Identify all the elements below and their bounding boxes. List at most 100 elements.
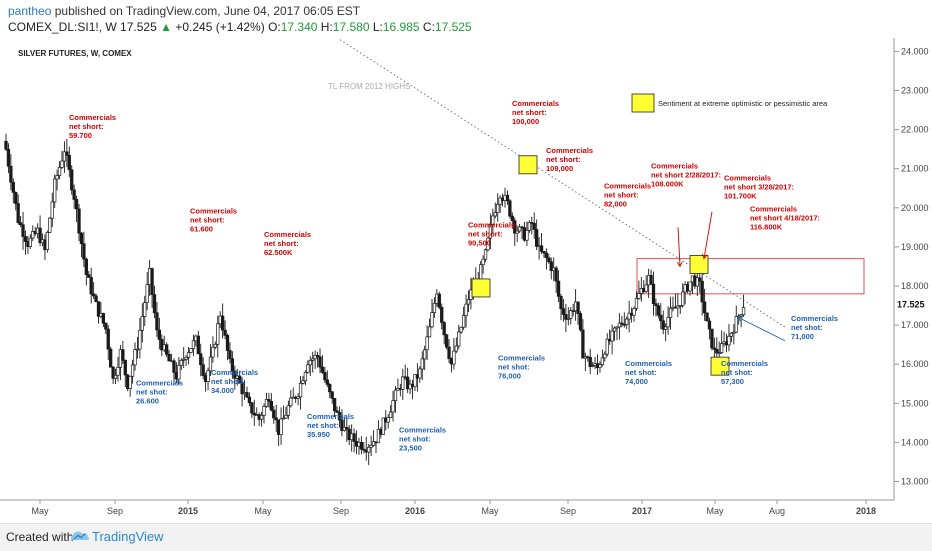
candle-down	[247, 396, 252, 404]
candle-down	[123, 360, 127, 376]
candle-down	[654, 303, 658, 307]
candle-down	[67, 155, 71, 171]
last-price-label: 17.525	[897, 300, 925, 310]
x-tick-label: 2016	[405, 506, 425, 516]
candle-down	[340, 419, 344, 431]
candle-up	[603, 353, 607, 359]
annotation-line: Commercials	[399, 426, 446, 435]
candle-down	[405, 376, 410, 390]
candle-up	[386, 417, 390, 423]
candle-down	[157, 329, 162, 340]
candle-up	[720, 343, 724, 354]
candle-down	[320, 366, 325, 373]
close-value: 17.525	[434, 20, 472, 34]
last-price-marker	[895, 297, 932, 311]
candle-up	[525, 229, 529, 241]
annotation-line: net shot:	[136, 388, 168, 397]
candle-up	[130, 364, 135, 377]
x-tick-label: May	[481, 506, 499, 516]
candle-up	[615, 326, 619, 329]
candle-up	[610, 330, 614, 342]
candle-up	[143, 302, 147, 317]
candle-up	[284, 414, 288, 419]
candle-up	[569, 310, 573, 319]
candle-up	[681, 291, 685, 306]
candle-down	[21, 224, 25, 237]
sentiment-marker	[518, 155, 538, 175]
candle-down	[318, 356, 322, 368]
x-tick-label: Aug	[769, 506, 785, 516]
candle-down	[101, 313, 106, 324]
candle-up	[264, 399, 269, 407]
candle-up	[57, 166, 62, 176]
annotation-line: net shot:	[721, 368, 753, 377]
annotation-line: Commercials	[724, 173, 771, 182]
annotation-line: Commercials	[69, 113, 116, 122]
candle-down	[513, 220, 517, 234]
chart-header: pantheo published on TradingView.com, Ju…	[0, 0, 932, 38]
candle-down	[332, 397, 337, 412]
candle-up	[279, 418, 283, 435]
symbol-line: COMEX_DL:SI1!, W 17.525 ▲ +0.245 (+1.42%…	[8, 20, 472, 34]
x-tick-label: 2015	[178, 506, 198, 516]
x-tick-label: 2017	[632, 506, 652, 516]
candle-up	[461, 315, 466, 328]
candle-down	[72, 189, 76, 200]
candle-up	[668, 307, 673, 318]
candle-down	[267, 399, 271, 402]
candle-up	[454, 345, 458, 352]
candle-up	[732, 331, 736, 334]
candle-down	[94, 295, 98, 303]
annotation-red-2: Commercials net short: 61.600	[190, 207, 237, 234]
candle-up	[496, 203, 500, 213]
candle-down	[698, 277, 702, 282]
candle-down	[549, 261, 553, 272]
up-arrow-icon: ▲	[160, 20, 172, 34]
candle-down	[252, 412, 256, 416]
candle-down	[230, 358, 235, 372]
candle-down	[547, 257, 551, 263]
candle-up	[371, 441, 376, 446]
tradingview-brand[interactable]: TradingView	[92, 529, 164, 544]
annotation-line: 82,000	[604, 199, 627, 208]
author-link[interactable]: pantheo	[8, 4, 52, 18]
candle-down	[196, 335, 200, 355]
candle-down	[106, 328, 110, 350]
candle-up	[632, 308, 636, 316]
candle-down	[121, 349, 125, 361]
annotation-line: net short:	[264, 239, 299, 248]
annotation-red-4: Commercials net short: 90,500	[468, 220, 515, 247]
candle-down	[274, 417, 278, 421]
candle-down	[571, 310, 575, 312]
annotation-line: net short:	[604, 190, 639, 199]
candle-up	[376, 428, 381, 444]
y-tick-label: 14.000	[901, 437, 929, 447]
candle-down	[70, 169, 74, 191]
candle-up	[739, 314, 743, 317]
candle-down	[440, 306, 444, 323]
annotation-line: net short 2/28/2017:	[651, 171, 721, 180]
candle-up	[727, 335, 731, 346]
candle-up	[430, 312, 434, 328]
candle-down	[510, 215, 514, 222]
candle-up	[50, 201, 54, 219]
annotation-line: Commercials	[721, 359, 768, 368]
candle-down	[6, 148, 11, 167]
candle-down	[225, 335, 230, 351]
sentiment-marker	[471, 278, 491, 298]
candle-down	[544, 252, 549, 259]
arrow-head-icon	[737, 316, 744, 322]
candle-down	[87, 274, 91, 278]
candle-down	[588, 356, 592, 368]
candle-up	[413, 374, 417, 388]
high-value: 17.580	[332, 20, 370, 34]
annotation-line: Commercials	[136, 379, 183, 388]
candle-down	[104, 322, 108, 330]
candle-down	[442, 322, 446, 336]
open-value: 17.340	[280, 20, 318, 34]
annotation-arrow	[677, 227, 681, 267]
candle-down	[11, 181, 15, 193]
candle-up	[483, 249, 488, 260]
candle-down	[532, 222, 536, 230]
